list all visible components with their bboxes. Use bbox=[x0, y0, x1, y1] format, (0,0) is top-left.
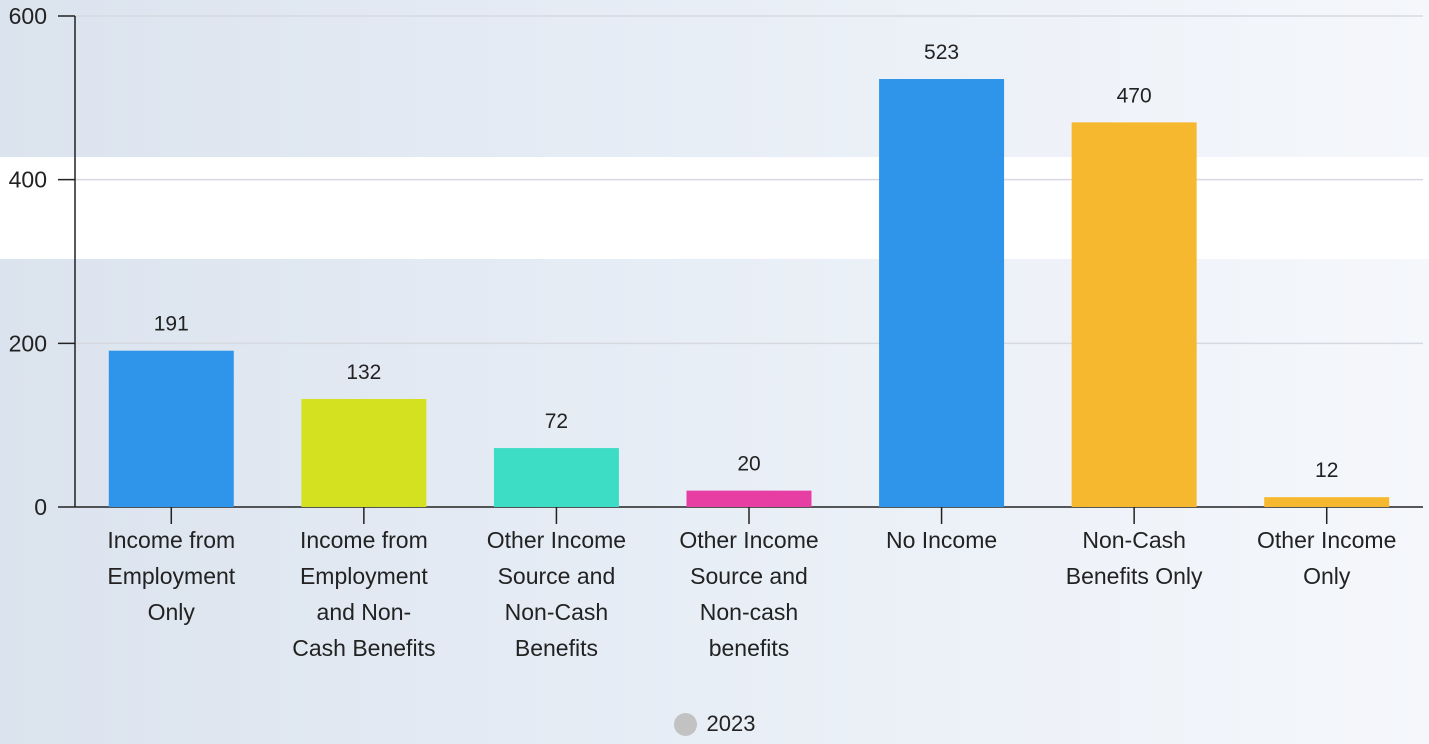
y-tick-label: 0 bbox=[34, 494, 47, 520]
bar[interactable] bbox=[301, 398, 427, 507]
y-tick-label: 600 bbox=[9, 3, 47, 29]
bar[interactable] bbox=[686, 490, 812, 507]
x-tick-label: Other Income Source and Non-Cash Benefits bbox=[487, 527, 626, 661]
bar[interactable] bbox=[493, 448, 619, 507]
y-tick-label: 200 bbox=[9, 330, 47, 356]
data-label: 523 bbox=[924, 41, 959, 64]
x-tick-label: Non-Cash Benefits Only bbox=[1066, 527, 1203, 589]
labels: 191 Income from Employment Only 132 Income fr… bbox=[107, 41, 1396, 661]
bar[interactable] bbox=[879, 79, 1005, 508]
legend[interactable]: 2023 bbox=[0, 711, 1429, 737]
x-tick-label: Income from Employment and Non-Cash Benefi… bbox=[292, 527, 435, 661]
data-label: 20 bbox=[737, 453, 760, 476]
data-label: 470 bbox=[1117, 84, 1152, 107]
y-tick-label: 400 bbox=[9, 167, 47, 193]
x-tick-label: Other Income Source and Non-cash benefits bbox=[679, 527, 818, 661]
gridlines bbox=[75, 15, 1423, 345]
x-tick-label: Other Income Only bbox=[1257, 527, 1396, 589]
bar[interactable] bbox=[1264, 497, 1390, 507]
data-label: 12 bbox=[1315, 459, 1338, 482]
bar[interactable] bbox=[108, 350, 234, 507]
data-label: 191 bbox=[154, 313, 189, 336]
data-label: 132 bbox=[346, 361, 381, 384]
legend-swatch-icon bbox=[673, 712, 697, 736]
data-label: 72 bbox=[545, 410, 568, 433]
highlight-band bbox=[0, 157, 1429, 259]
x-tick-label: Income from Employment Only bbox=[107, 527, 235, 625]
axes: 0 200 400 600 bbox=[9, 3, 1423, 524]
bars bbox=[108, 79, 1390, 508]
bar[interactable] bbox=[1071, 122, 1197, 507]
x-tick-label: No Income bbox=[886, 527, 997, 553]
legend-label: 2023 bbox=[706, 711, 756, 736]
